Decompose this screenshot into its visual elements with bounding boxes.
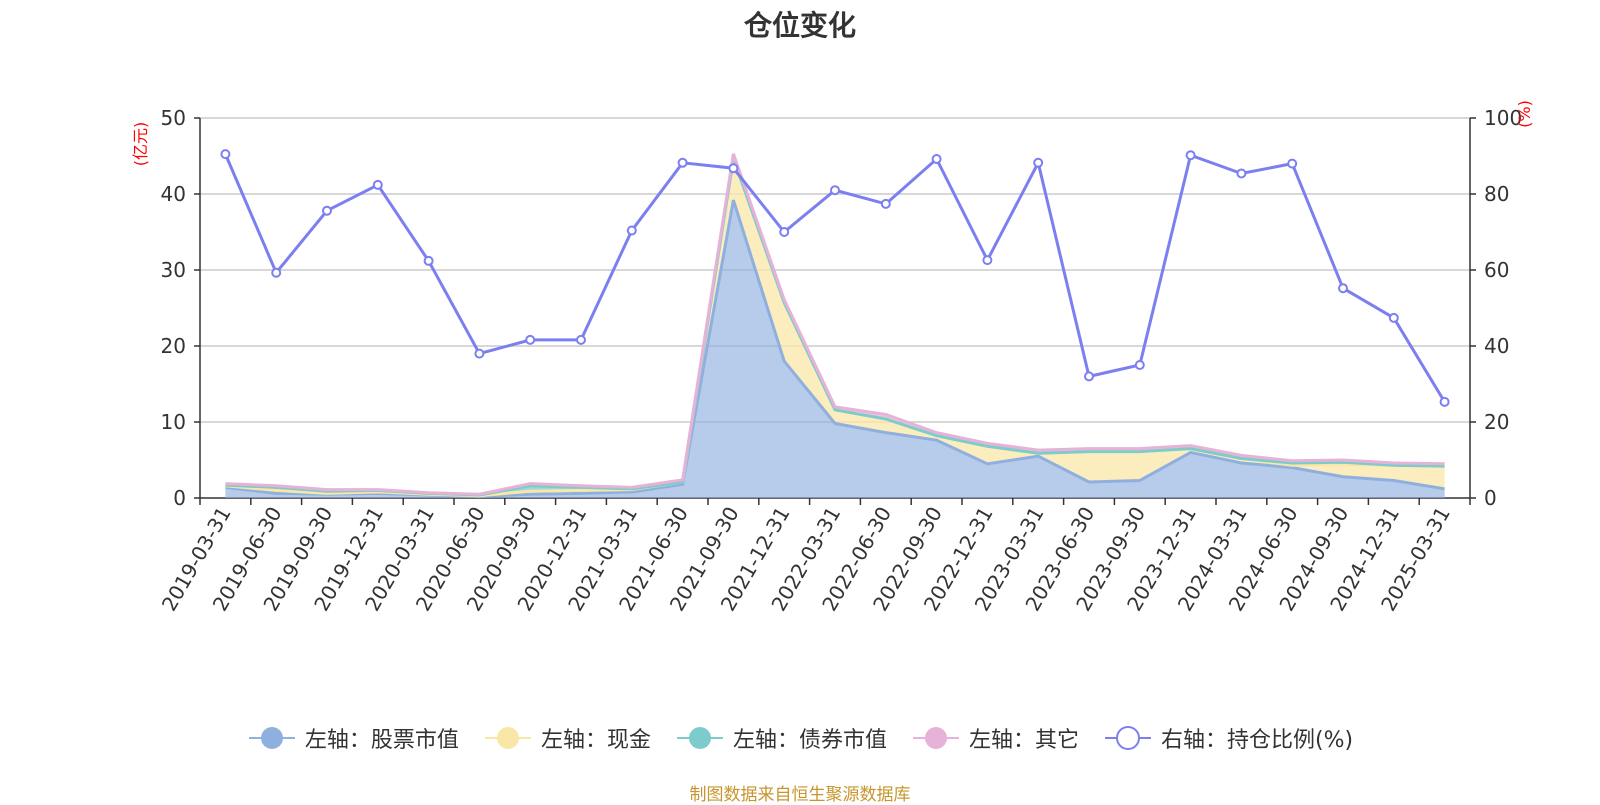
ratio-point bbox=[1388, 312, 1399, 323]
chart-title: 仓位变化 bbox=[743, 9, 856, 42]
area-stock bbox=[225, 200, 1445, 498]
ratio-point bbox=[220, 149, 231, 160]
right-axis-tick-label: 60 bbox=[1484, 258, 1509, 282]
ratio-point bbox=[1439, 396, 1450, 407]
legend-item-ratio[interactable]: 右轴：持仓比例(%) bbox=[1103, 722, 1353, 754]
ratio-point bbox=[779, 227, 790, 237]
ratio-point bbox=[1236, 168, 1247, 179]
legend-symbol-other bbox=[912, 727, 959, 749]
ratio-point bbox=[1033, 157, 1044, 168]
right-axis-tick-label: 0 bbox=[1484, 486, 1497, 510]
ratio-point bbox=[1185, 150, 1196, 161]
left-axis-tick-label: 30 bbox=[161, 258, 186, 282]
left-axis-tick-label: 40 bbox=[161, 182, 186, 206]
right-axis-tick-label: 100 bbox=[1484, 106, 1522, 130]
right-axis-tick-label: 20 bbox=[1484, 410, 1509, 434]
legend-label: 左轴：现金 bbox=[540, 728, 651, 753]
ratio-point bbox=[474, 348, 485, 359]
legend: 左轴：股票市值 左轴：现金 左轴：债券市值 左轴：其它 右轴：持仓比例(%) bbox=[0, 722, 1600, 754]
ratio-point bbox=[1287, 158, 1298, 169]
legend-item-bond[interactable]: 左轴：债券市值 bbox=[675, 722, 887, 754]
legend-item-stock[interactable]: 左轴：股票市值 bbox=[247, 722, 459, 754]
ratio-point bbox=[677, 157, 688, 168]
ratio-point bbox=[1134, 360, 1145, 370]
left-axis-tick-label: 0 bbox=[173, 486, 186, 510]
ratio-point bbox=[322, 205, 332, 216]
legend-label: 右轴：持仓比例(%) bbox=[1160, 728, 1354, 753]
ratio-point bbox=[982, 255, 993, 266]
legend-symbol-bond bbox=[676, 727, 723, 749]
right-axis-tick-label: 40 bbox=[1484, 334, 1509, 358]
ratio-point bbox=[576, 334, 586, 345]
legend-symbol-stock bbox=[248, 727, 295, 749]
ratio-point bbox=[271, 267, 282, 278]
right-axis-tick-label: 80 bbox=[1484, 182, 1509, 206]
ratio-point bbox=[830, 185, 840, 196]
ratio-line-series bbox=[220, 149, 1450, 407]
left-axis-tick-label: 20 bbox=[161, 334, 186, 358]
legend-symbol-cash bbox=[484, 727, 531, 749]
ratio-point bbox=[880, 198, 891, 209]
source-note: 制图数据来自恒生聚源数据库 bbox=[689, 785, 911, 805]
ratio-point bbox=[1338, 283, 1348, 294]
ratio-point bbox=[626, 225, 637, 236]
ratio-point bbox=[728, 163, 739, 174]
legend-item-other[interactable]: 左轴：其它 bbox=[911, 722, 1079, 754]
left-axis-tick-label: 10 bbox=[161, 410, 186, 434]
ratio-point bbox=[1084, 371, 1094, 382]
area-line-other bbox=[225, 153, 1445, 496]
right-axis-unit: (%) bbox=[1515, 100, 1534, 128]
ratio-point bbox=[372, 179, 383, 190]
legend-label: 左轴：其它 bbox=[968, 728, 1079, 753]
ratio-point bbox=[423, 255, 434, 266]
left-axis-tick-label: 50 bbox=[161, 106, 186, 130]
stacked-areas bbox=[225, 153, 1445, 499]
ratio-point bbox=[931, 154, 942, 164]
ratio-point bbox=[525, 334, 536, 345]
legend-label: 左轴：债券市值 bbox=[732, 728, 887, 753]
legend-label: 左轴：股票市值 bbox=[304, 728, 459, 753]
legend-item-cash[interactable]: 左轴：现金 bbox=[483, 722, 651, 754]
legend-symbol-ratio bbox=[1104, 726, 1151, 750]
left-axis-unit: (亿元) bbox=[131, 122, 150, 167]
